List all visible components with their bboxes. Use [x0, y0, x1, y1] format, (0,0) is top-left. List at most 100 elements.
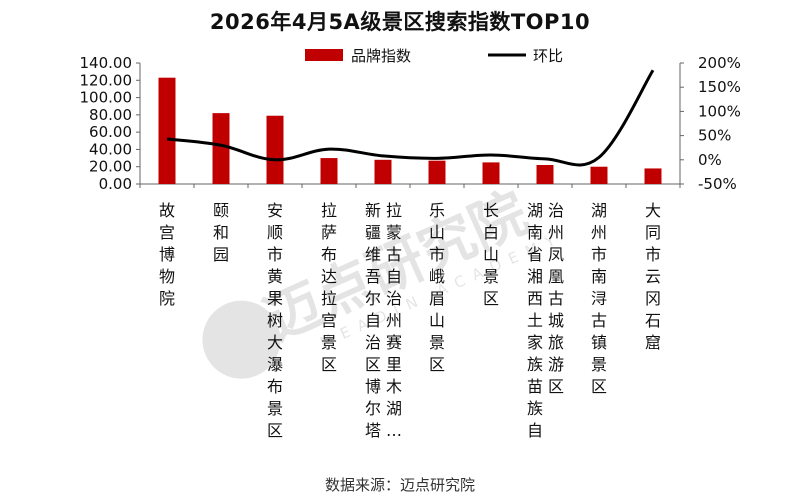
x-axis-category-label-char: 族	[527, 399, 543, 418]
x-axis-category-label-char: 景	[591, 355, 607, 374]
x-axis-category-label-char: 西	[527, 289, 543, 308]
y-axis-right-tick-label: 150%	[698, 78, 741, 96]
x-axis-category-label-char: 市	[429, 245, 445, 264]
x-axis-category-label-char: 颐	[213, 201, 229, 220]
x-axis-category-label-char: 大	[645, 201, 661, 220]
x-axis-category-label-char: 景	[267, 399, 283, 418]
x-axis-category-label-char: 南	[527, 223, 543, 242]
y-axis-right-tick-label: 200%	[698, 54, 741, 72]
x-axis-category-label-char: 城	[548, 311, 564, 330]
x-axis-category-label-char: 区	[365, 355, 381, 374]
x-axis-category-label-char: 市	[591, 245, 607, 264]
x-axis-category-label-char: 湖	[386, 399, 402, 418]
x-axis-category-label-char: 维	[365, 245, 381, 264]
y-axis-left-tick-label: 60.00	[89, 123, 132, 141]
x-axis-category-label-char: 木	[386, 377, 402, 396]
x-axis-category-label-char: 赛	[386, 333, 402, 352]
x-axis-category-label-char: 达	[321, 267, 337, 286]
bar	[266, 115, 284, 184]
x-axis-category-label-char: 景	[483, 267, 499, 286]
x-axis-category-label-char: 萨	[321, 223, 337, 242]
x-axis-category-label-char: 族	[527, 355, 543, 374]
x-axis-category-label-char: 南	[591, 267, 607, 286]
x-axis-category-label-char: 游	[548, 355, 564, 374]
ratio-series-line	[166, 69, 655, 167]
x-axis-category-label-char: 自	[365, 311, 381, 330]
x-axis-category-label-char: …	[386, 421, 402, 440]
x-axis-category-label-char: 和	[213, 223, 229, 242]
x-axis-category-label-char: 土	[527, 311, 543, 330]
x-axis-category-label-char: 镇	[591, 333, 607, 352]
y-axis-right-tick-label: -50%	[698, 175, 737, 193]
x-axis-labels: 故宫博物院颐和园安顺市黄果树大瀑布景区拉萨布达拉宫景区新疆维吾尔自治区博尔塔拉蒙…	[159, 201, 661, 440]
bar	[644, 168, 662, 184]
x-axis-category-label-char: 古	[386, 245, 402, 264]
x-axis-category-label-char: 省	[527, 245, 543, 264]
y-axis-left-tick-label: 40.00	[89, 140, 132, 158]
x-axis-category-label-char: 州	[386, 311, 402, 330]
x-axis-category-label-char: 塔	[365, 421, 381, 440]
x-axis-category-label-char: 治	[365, 333, 381, 352]
x-axis-category-label-char: 院	[159, 289, 175, 308]
x-axis-category-label-char: 山	[429, 311, 445, 330]
x-axis-category-label-char: 州	[548, 223, 564, 242]
x-axis-category-label-char: 拉	[386, 201, 402, 220]
x-axis-category-label-char: 安	[267, 201, 283, 220]
legend-bar-label: 品牌指数	[351, 47, 411, 65]
x-axis-category-label-char: 冈	[645, 289, 661, 308]
x-axis-category-label-char: 瀑	[267, 355, 283, 374]
x-axis-category-label-char: 市	[267, 245, 283, 264]
axes: 0.0020.0040.0060.0080.00100.00120.00140.…	[80, 54, 741, 193]
ratio-line	[166, 69, 655, 167]
x-axis-category-label-char: 疆	[365, 223, 381, 242]
bar	[590, 166, 608, 184]
x-axis-category-label-char: 湖	[527, 201, 543, 220]
bar	[374, 159, 392, 184]
x-axis-category-label-char: 区	[483, 289, 499, 308]
x-axis-category-label-char: 同	[645, 223, 661, 242]
x-axis-category-label-char: 区	[548, 377, 564, 396]
x-axis-category-label-char: 区	[321, 355, 337, 374]
bar	[482, 162, 500, 184]
x-axis-category-label-char: 云	[645, 267, 661, 286]
bars	[158, 77, 662, 184]
y-axis-right-tick-label: 0%	[698, 151, 722, 169]
legend-line-label: 环比	[533, 47, 563, 65]
bar	[320, 158, 338, 184]
x-axis-category-label-char: 果	[267, 289, 283, 308]
x-axis-category-label-char: 尔	[365, 289, 381, 308]
y-axis-left-tick-label: 0.00	[99, 175, 132, 193]
x-axis-category-label-char: 里	[386, 355, 402, 374]
x-axis-category-label-char: 山	[429, 223, 445, 242]
x-axis-category-label-char: 区	[429, 355, 445, 374]
x-axis-category-label-char: 浔	[591, 289, 607, 308]
x-axis-category-label-char: 窟	[645, 333, 661, 352]
x-axis-category-label-char: 拉	[321, 201, 337, 220]
x-axis-category-label-char: 峨	[429, 267, 445, 286]
x-axis-category-label-char: 治	[386, 289, 402, 308]
x-axis-category-label-char: 眉	[429, 289, 445, 308]
x-axis-category-label-char: 宫	[321, 311, 337, 330]
x-axis-category-label-char: 凰	[548, 267, 564, 286]
x-axis-category-label-char: 黄	[267, 267, 283, 286]
y-axis-left-tick-label: 80.00	[89, 106, 132, 124]
x-axis-category-label-char: 市	[645, 245, 661, 264]
x-axis-category-label-char: 旅	[548, 333, 564, 352]
legend: 品牌指数 环比	[305, 47, 563, 65]
x-axis-category-label-char: 拉	[321, 289, 337, 308]
x-axis-category-label-char: 苗	[527, 377, 543, 396]
legend-bar-swatch	[305, 49, 343, 61]
x-axis-category-label-char: 乐	[429, 201, 445, 220]
x-axis-category-label-char: 吾	[365, 267, 381, 286]
x-axis-category-label-char: 自	[386, 267, 402, 286]
x-axis-category-label-char: 治	[548, 201, 564, 220]
x-axis-category-label-char: 博	[365, 377, 381, 396]
x-axis-category-label-char: 区	[591, 377, 607, 396]
x-axis-category-label-char: 长	[483, 201, 499, 220]
x-axis-category-label-char: 树	[267, 311, 283, 330]
x-axis-category-label-char: 湘	[527, 267, 543, 286]
x-axis-category-label-char: 宫	[159, 223, 175, 242]
chart-title: 2026年4月5A级景区搜索指数TOP10	[209, 10, 591, 34]
x-axis-category-label-char: 景	[321, 333, 337, 352]
